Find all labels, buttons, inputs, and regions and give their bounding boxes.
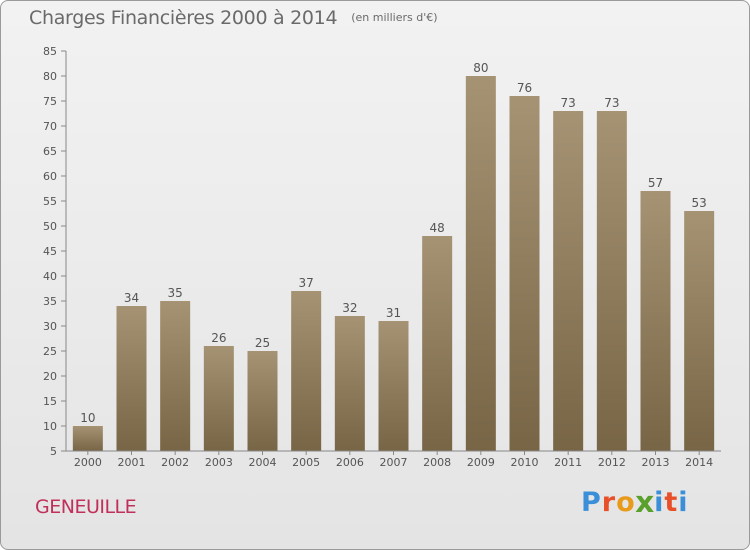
- x-tick-label: 2003: [205, 456, 233, 469]
- y-tick-label: 85: [43, 45, 57, 58]
- bar: [72, 426, 103, 451]
- y-tick-label: 70: [43, 120, 57, 133]
- chart-unit: (en milliers d'€): [351, 11, 438, 24]
- data-label: 76: [517, 81, 532, 95]
- proxiti-logo: Proxiti: [581, 485, 689, 520]
- bar: [160, 301, 191, 451]
- x-tick-label: 2005: [292, 456, 320, 469]
- logo-letter: o: [616, 487, 636, 518]
- x-tick-label: 2012: [598, 456, 626, 469]
- bar: [509, 96, 540, 451]
- logo-letter: i: [678, 487, 689, 518]
- x-tick-label: 2011: [554, 456, 582, 469]
- x-tick-label: 2001: [118, 456, 146, 469]
- y-tick-label: 50: [43, 220, 57, 233]
- bar: [291, 291, 322, 451]
- data-label: 48: [430, 221, 445, 235]
- x-tick-label: 2006: [336, 456, 364, 469]
- data-label: 73: [561, 96, 576, 110]
- y-tick-label: 80: [43, 70, 57, 83]
- x-tick-label: 2008: [423, 456, 451, 469]
- y-tick-label: 65: [43, 145, 57, 158]
- chart-title-text: Charges Financières 2000 à 2014: [29, 7, 338, 29]
- bar: [640, 191, 671, 451]
- x-tick-label: 2013: [642, 456, 670, 469]
- x-tick-label: 2004: [249, 456, 277, 469]
- bar: [334, 316, 365, 451]
- x-tick-label: 2009: [467, 456, 495, 469]
- bar: [596, 111, 627, 451]
- chart-title: Charges Financières 2000 à 2014 (en milli…: [29, 7, 438, 29]
- data-label: 57: [648, 176, 663, 190]
- logo-letter: r: [601, 487, 617, 518]
- commune-name: GENEUILLE: [35, 496, 137, 518]
- logo-letter: x: [634, 485, 656, 520]
- bar: [116, 306, 147, 451]
- y-tick-label: 15: [43, 395, 57, 408]
- y-tick-label: 40: [43, 270, 57, 283]
- x-tick-label: 2000: [74, 456, 102, 469]
- y-tick-label: 75: [43, 95, 57, 108]
- x-tick-label: 2007: [380, 456, 408, 469]
- data-label: 35: [168, 286, 183, 300]
- y-tick-label: 10: [43, 420, 57, 433]
- data-label: 25: [255, 336, 270, 350]
- y-tick-label: 60: [43, 170, 57, 183]
- data-label: 10: [80, 411, 95, 425]
- bar: [422, 236, 453, 451]
- bar: [465, 76, 496, 451]
- data-label: 34: [124, 291, 139, 305]
- bar: [684, 211, 715, 451]
- bar: [553, 111, 584, 451]
- data-label: 37: [299, 276, 314, 290]
- data-label: 73: [604, 96, 619, 110]
- data-label: 26: [211, 331, 226, 345]
- logo-letter: i: [654, 487, 665, 518]
- axes-group: 2000 2001 2002 2003 2004 2005 2006 2007 2008 2009…: [43, 45, 721, 469]
- y-tick-label: 35: [43, 295, 57, 308]
- logo-letter: t: [664, 487, 679, 518]
- y-tick-label: 20: [43, 370, 57, 383]
- x-tick-label: 2010: [511, 456, 539, 469]
- bar: [203, 346, 234, 451]
- bar: [378, 321, 409, 451]
- data-label: 53: [692, 196, 707, 210]
- x-tick-label: 2014: [685, 456, 713, 469]
- data-label: 32: [342, 301, 357, 315]
- x-tick-label: 2002: [161, 456, 189, 469]
- y-tick-label: 25: [43, 345, 57, 358]
- y-tick-label: 45: [43, 245, 57, 258]
- bars-group: 10 34 35 26 25 37 32 31 48 80 76 73 73 57 53: [72, 61, 715, 451]
- data-label: 80: [473, 61, 488, 75]
- logo-letter: P: [581, 487, 602, 518]
- y-tick-label: 55: [43, 195, 57, 208]
- y-tick-label: 30: [43, 320, 57, 333]
- data-label: 31: [386, 306, 401, 320]
- bar: [247, 351, 278, 451]
- y-tick-label: 5: [50, 445, 57, 458]
